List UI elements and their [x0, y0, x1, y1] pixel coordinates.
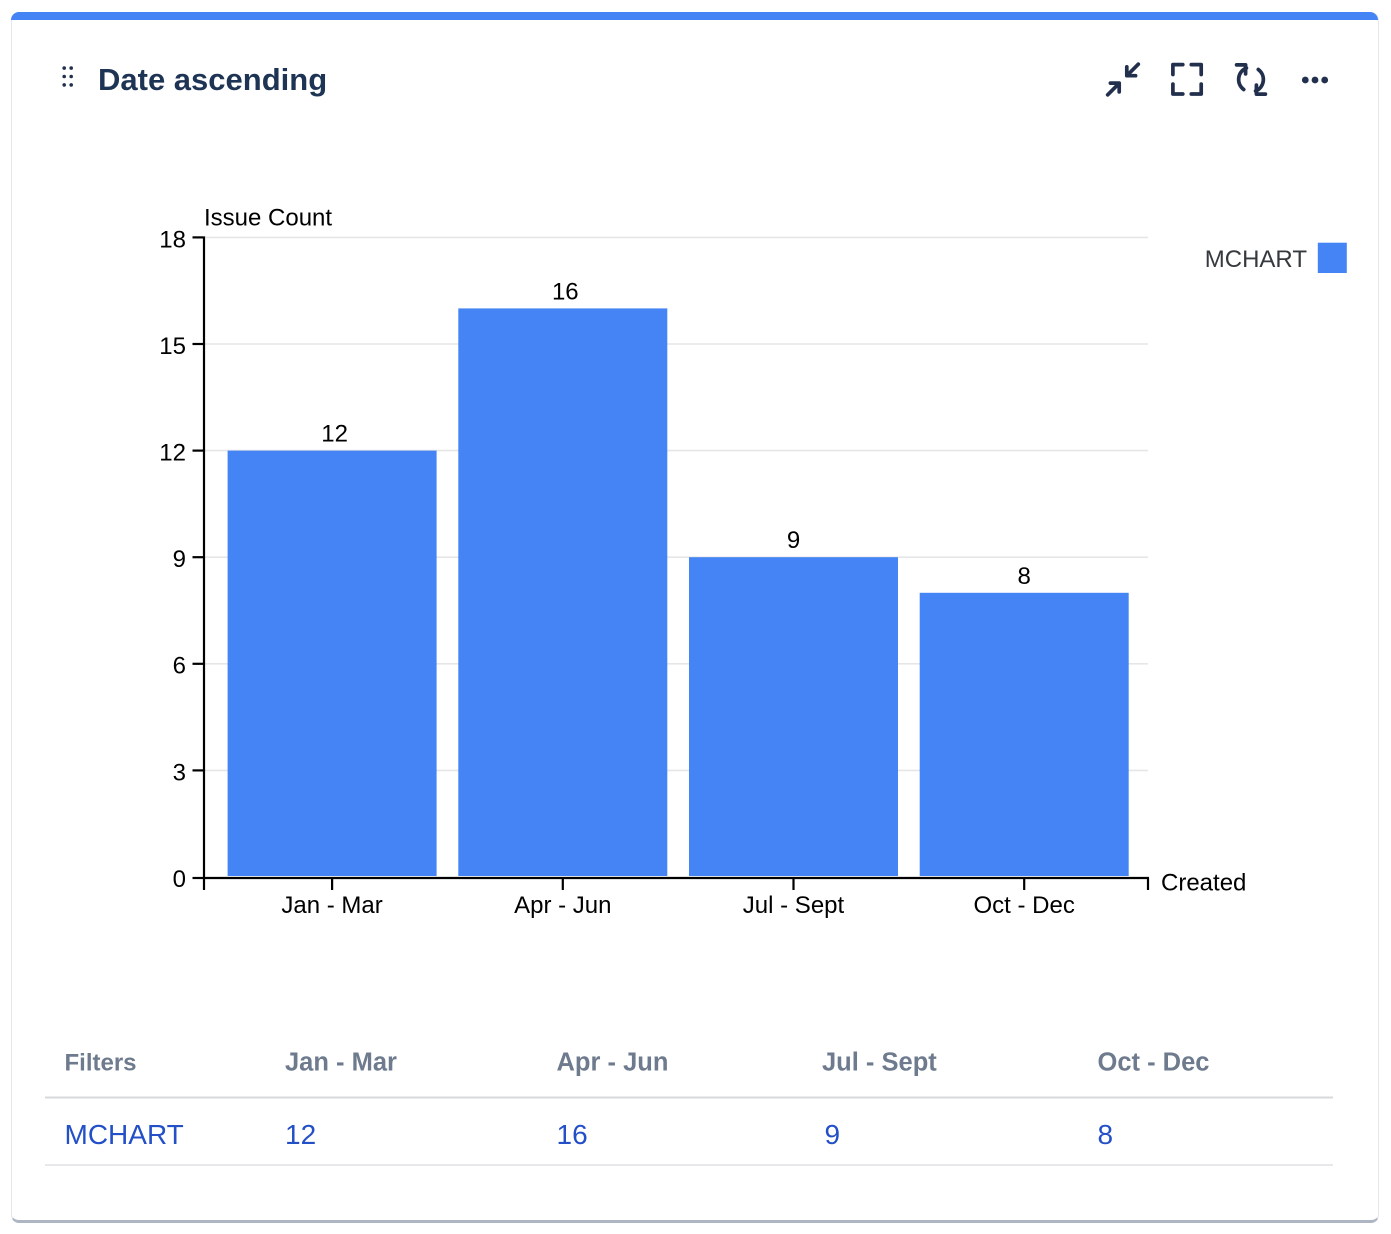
svg-text:MCHART: MCHART [1205, 246, 1308, 273]
svg-text:18: 18 [159, 226, 186, 253]
svg-text:Jan - Mar: Jan - Mar [285, 1049, 397, 1077]
svg-text:12: 12 [321, 421, 348, 448]
svg-text:Jul - Sept: Jul - Sept [743, 892, 845, 919]
svg-text:6: 6 [173, 653, 186, 680]
svg-text:Apr - Jun: Apr - Jun [557, 1049, 669, 1077]
svg-text:9: 9 [825, 1119, 841, 1150]
svg-text:Jan - Mar: Jan - Mar [281, 892, 382, 919]
svg-text:9: 9 [173, 546, 186, 573]
svg-text:Filters: Filters [65, 1050, 137, 1077]
svg-text:Jul - Sept: Jul - Sept [822, 1049, 937, 1077]
svg-text:8: 8 [1018, 563, 1031, 590]
svg-text:12: 12 [159, 440, 186, 467]
svg-text:12: 12 [285, 1119, 316, 1150]
svg-text:Oct - Dec: Oct - Dec [1098, 1049, 1210, 1077]
svg-text:8: 8 [1098, 1119, 1114, 1150]
svg-text:MCHART: MCHART [65, 1119, 184, 1150]
svg-text:15: 15 [159, 333, 186, 360]
svg-text:Created: Created [1161, 870, 1246, 897]
svg-text:Oct - Dec: Oct - Dec [974, 892, 1075, 919]
svg-text:9: 9 [787, 527, 800, 554]
svg-text:Date ascending: Date ascending [98, 62, 327, 97]
svg-text:0: 0 [173, 866, 186, 893]
svg-text:16: 16 [552, 278, 579, 305]
svg-text:Apr - Jun: Apr - Jun [514, 892, 611, 919]
svg-text:Issue Count: Issue Count [204, 205, 332, 232]
svg-text:3: 3 [173, 759, 186, 786]
svg-text:16: 16 [557, 1119, 588, 1150]
